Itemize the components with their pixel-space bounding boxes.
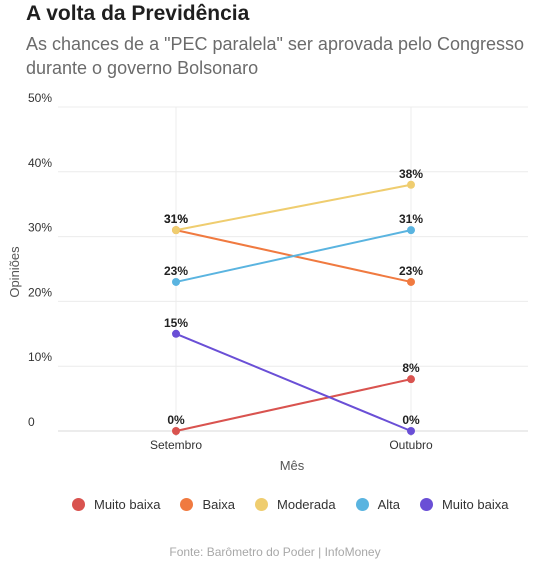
- x-axis-title: Mês: [280, 458, 305, 473]
- legend-swatch: [180, 498, 194, 511]
- y-tick-label: 30%: [28, 221, 52, 235]
- legend-item: Baixa: [180, 497, 235, 512]
- series-group: 0%8%31%23%31%38%23%31%15%0%: [164, 167, 423, 435]
- y-axis-title: Opiniões: [7, 246, 22, 298]
- series-line-0: [175, 378, 412, 432]
- data-point: [172, 329, 180, 338]
- legend-label: Muito baixa: [441, 497, 509, 512]
- series-line-4: [175, 332, 412, 432]
- data-point: [172, 226, 180, 235]
- legend-item: Moderada: [255, 497, 336, 512]
- legend-swatch: [255, 498, 269, 511]
- data-label: 0%: [167, 413, 185, 427]
- data-label: 31%: [164, 212, 188, 226]
- data-label: 8%: [402, 361, 420, 375]
- legend: Muito baixa Baixa Moderada Alta Muito baixa: [72, 497, 528, 512]
- legend-label: Alta: [377, 497, 400, 512]
- series-line-3: [175, 229, 412, 283]
- x-tick-label: Outubro: [389, 438, 433, 452]
- legend-label: Muito baixa: [94, 497, 161, 512]
- data-point: [172, 277, 180, 286]
- data-point: [407, 277, 415, 286]
- x-axis: Setembro Outubro: [150, 431, 433, 452]
- data-label: 15%: [164, 316, 188, 330]
- legend-item: Muito baixa: [72, 497, 160, 512]
- legend-label: Baixa: [202, 497, 236, 512]
- legend-swatch: [419, 498, 433, 511]
- source-note: Fonte: Barômetro do Poder | InfoMoney: [169, 545, 381, 559]
- y-tick-label: 0: [28, 415, 35, 429]
- legend-swatch: [72, 498, 85, 511]
- y-tick-label: 50%: [28, 91, 52, 105]
- data-point: [172, 427, 180, 435]
- data-label: 23%: [399, 264, 423, 278]
- legend-swatch: [355, 498, 369, 511]
- legend-label: Moderada: [277, 497, 336, 512]
- data-label: 31%: [399, 212, 423, 226]
- chart-title: A volta da Previdência: [26, 2, 250, 25]
- data-label: 38%: [399, 167, 423, 181]
- y-axis: 0 10% 20% 30% 40% 50%: [28, 91, 52, 429]
- data-label: 0%: [402, 413, 420, 427]
- y-tick-label: 40%: [28, 156, 52, 170]
- data-label: 31%: [164, 212, 188, 226]
- y-tick-label: 20%: [28, 285, 52, 299]
- data-point: [407, 375, 415, 384]
- legend-item: Alta: [355, 497, 400, 512]
- y-tick-label: 10%: [28, 350, 52, 364]
- legend-item: Muito baixa: [419, 497, 509, 512]
- chart-subtitle: As chances de a "PEC paralela" ser aprov…: [26, 34, 525, 78]
- data-point: [407, 180, 415, 189]
- data-point: [407, 427, 415, 435]
- series-line-2: [175, 183, 412, 232]
- data-point: [407, 226, 415, 235]
- data-label: 23%: [164, 264, 188, 278]
- line-chart: 0 10% 20% 30% 40% 50% Setembro Outubro Opiniõe…: [7, 91, 528, 473]
- x-tick-label: Setembro: [150, 438, 202, 452]
